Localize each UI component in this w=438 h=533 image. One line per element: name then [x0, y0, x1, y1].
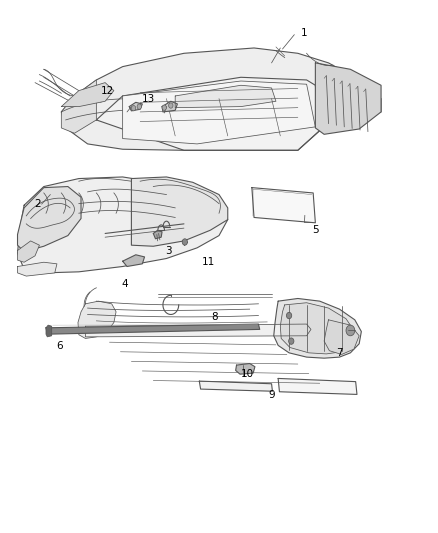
Circle shape	[286, 312, 292, 319]
Polygon shape	[324, 320, 359, 354]
Polygon shape	[61, 83, 114, 107]
Circle shape	[182, 239, 187, 245]
Text: 13: 13	[142, 94, 155, 104]
Text: 11: 11	[201, 257, 215, 267]
Polygon shape	[123, 81, 315, 144]
Polygon shape	[129, 102, 142, 111]
Polygon shape	[96, 77, 320, 150]
Text: 8: 8	[211, 312, 218, 322]
Polygon shape	[18, 187, 81, 252]
Polygon shape	[18, 177, 228, 273]
Polygon shape	[78, 301, 116, 338]
Text: 5: 5	[312, 225, 319, 235]
Text: 3: 3	[165, 246, 172, 255]
Text: 2: 2	[34, 199, 41, 209]
Polygon shape	[46, 325, 52, 337]
Polygon shape	[278, 378, 357, 394]
Polygon shape	[175, 85, 276, 108]
Text: 10: 10	[241, 369, 254, 379]
Polygon shape	[123, 255, 145, 266]
Text: 6: 6	[56, 342, 63, 351]
Polygon shape	[153, 230, 162, 239]
Polygon shape	[18, 262, 57, 276]
Polygon shape	[252, 188, 315, 223]
Polygon shape	[315, 63, 381, 134]
Polygon shape	[18, 241, 39, 262]
Text: 12: 12	[101, 86, 114, 95]
Circle shape	[162, 105, 166, 110]
Circle shape	[169, 103, 173, 108]
Polygon shape	[46, 324, 260, 334]
Polygon shape	[162, 101, 177, 112]
Polygon shape	[280, 303, 354, 354]
Polygon shape	[61, 48, 381, 150]
Text: 4: 4	[121, 279, 128, 288]
Polygon shape	[61, 80, 96, 133]
Circle shape	[137, 104, 141, 109]
Text: 1: 1	[301, 28, 308, 38]
Circle shape	[289, 338, 294, 344]
Circle shape	[131, 106, 136, 111]
Polygon shape	[85, 324, 311, 337]
Circle shape	[346, 325, 355, 336]
Polygon shape	[199, 381, 272, 391]
Text: 9: 9	[268, 391, 275, 400]
Text: 7: 7	[336, 349, 343, 358]
Polygon shape	[131, 177, 228, 246]
Polygon shape	[274, 298, 361, 358]
Polygon shape	[236, 364, 255, 374]
